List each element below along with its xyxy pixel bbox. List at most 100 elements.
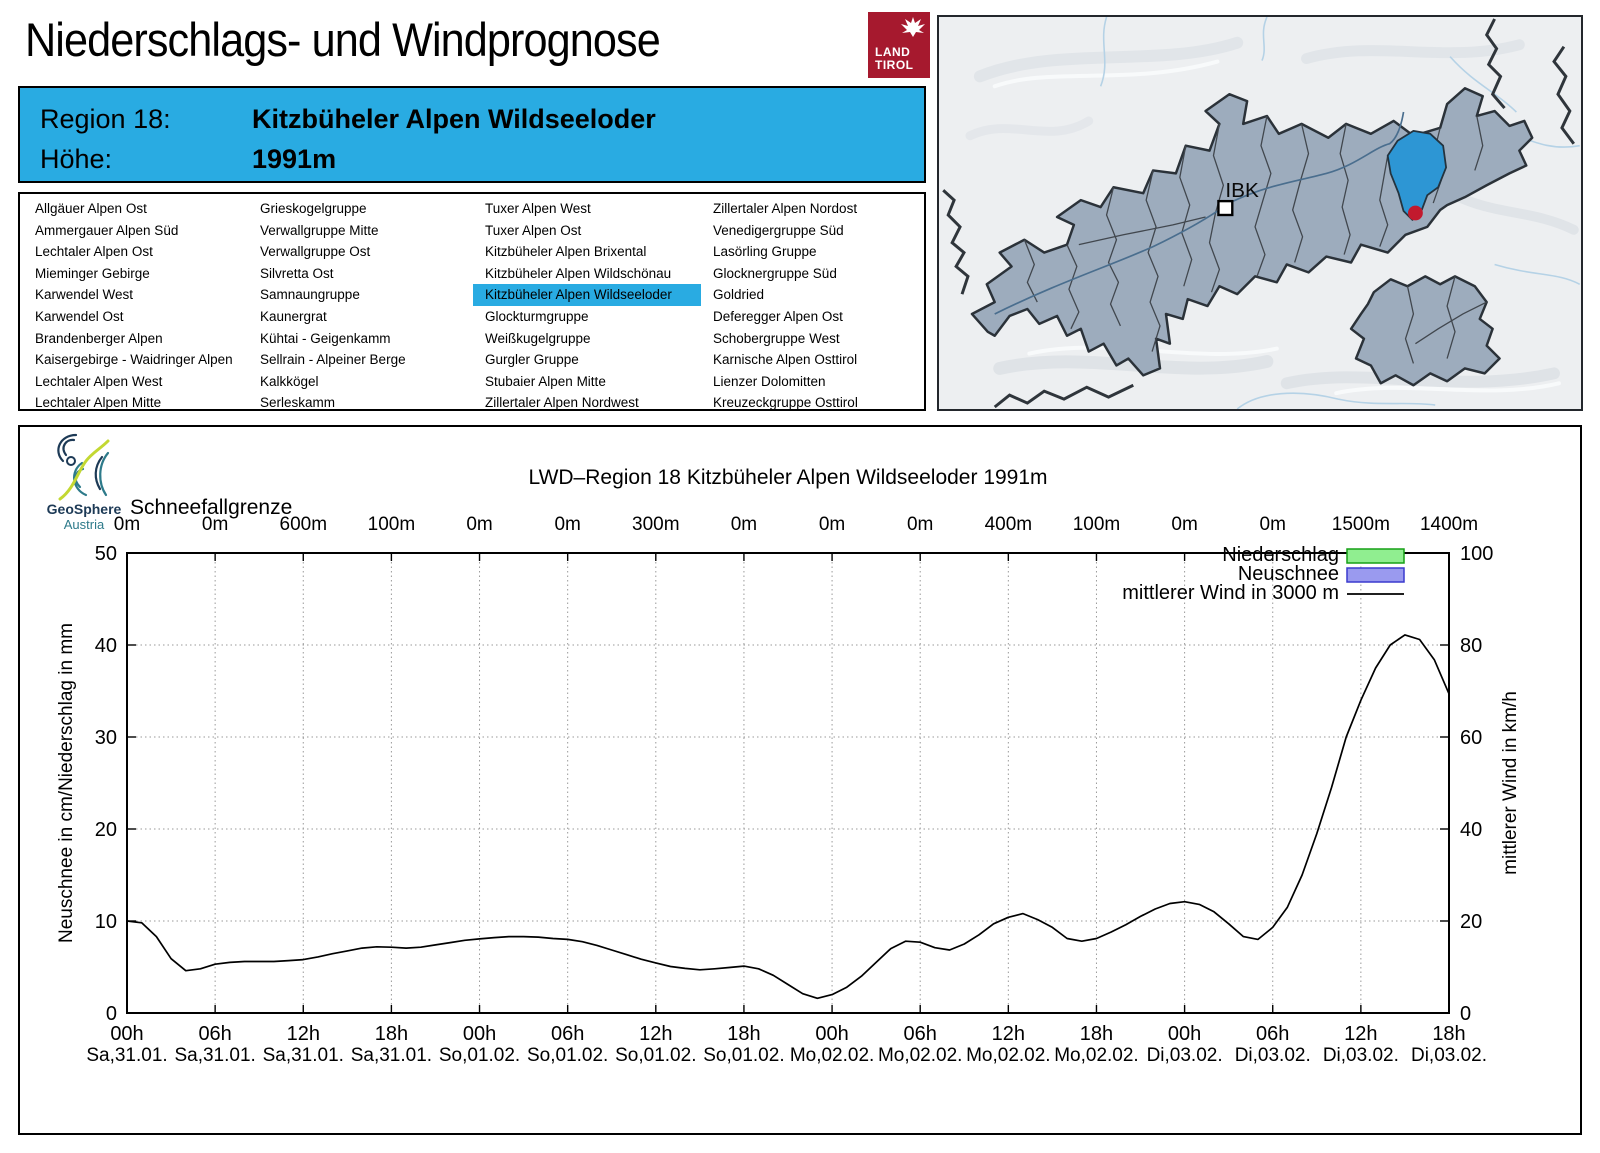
region-list-item[interactable]: Karnische Alpen Osttirol [713, 352, 858, 368]
x-tick-date-label: Sa,31.01. [351, 1045, 432, 1066]
region-list-item[interactable]: Venedigergruppe Süd [713, 222, 844, 238]
region-list-item[interactable]: Kitzbüheler Alpen Brixental [485, 244, 647, 260]
region-list-item[interactable]: Kaisergebirge - Waidringer Alpen [35, 352, 233, 368]
y-tick-left-label: 10 [95, 911, 117, 933]
region-list-item[interactable]: Allgäuer Alpen Ost [35, 201, 147, 216]
x-tick-hour-label: 06h [198, 1023, 231, 1045]
x-tick-date-label: Sa,31.01. [86, 1045, 167, 1066]
region-list-item[interactable]: Zillertaler Alpen Nordwest [485, 395, 639, 411]
tirol-region-map[interactable]: IBK [937, 15, 1583, 411]
geosphere-logo-line1: GeoSphere [47, 501, 122, 517]
snowline-value-label: 1500m [1332, 514, 1390, 535]
region-list-item[interactable]: Brandenberger Alpen [35, 330, 163, 346]
snowline-value-label: 0m [819, 514, 845, 535]
x-tick-date-label: Mo,02.02. [1054, 1045, 1139, 1066]
station-marker [1407, 205, 1423, 221]
region-list-item[interactable]: Karwendel West [35, 287, 134, 303]
region-list-item[interactable]: Glockturmgruppe [485, 308, 589, 324]
legend-swatch-niederschlag [1346, 548, 1405, 564]
region-list-item[interactable]: Kühtai - Geigenkamm [260, 330, 391, 346]
region-list-item[interactable]: Zillertaler Alpen Nordost [713, 201, 858, 216]
region-list-item[interactable]: Verwallgruppe Ost [260, 244, 371, 260]
map-region-east-tirol[interactable] [1349, 275, 1501, 387]
region-column: Tuxer Alpen West Tuxer Alpen Ost Kitzbühel… [473, 198, 701, 414]
region-list-item[interactable]: Serleskamm [260, 395, 336, 411]
x-tick-hour-label: 00h [463, 1023, 496, 1045]
y-tick-right-label: 100 [1460, 543, 1493, 565]
y-axis-label-left: Neuschnee in cm/Niederschlag in mm [56, 623, 77, 943]
region-list-item[interactable]: Lienzer Dolomitten [713, 373, 826, 389]
region-list-item[interactable]: Stubaier Alpen Mitte [485, 373, 606, 389]
x-tick-date-label: Di,03.02. [1235, 1045, 1311, 1066]
x-tick-date-label: So,01.02. [615, 1045, 696, 1066]
x-tick-date-label: Sa,31.01. [263, 1045, 344, 1066]
region-list-item[interactable]: Kreuzeckgruppe Osttirol [713, 395, 858, 411]
region-list-item[interactable]: Silvretta Ost [260, 265, 334, 281]
snowline-value-label: 600m [280, 514, 328, 535]
region-list-item[interactable]: Grieskogelgruppe [260, 201, 367, 216]
region-list-item[interactable]: Glocknergruppe Süd [713, 265, 837, 281]
region-list-item[interactable]: Ammergauer Alpen Süd [35, 222, 179, 238]
x-tick-hour-label: 12h [1344, 1023, 1377, 1045]
land-tirol-logo-text: LAND TIROL [875, 46, 914, 72]
region-column: Zillertaler Alpen Nordost Venedigergruppe… [701, 198, 923, 414]
region-column: Grieskogelgruppe Verwallgruppe Mitte Verwa… [248, 198, 473, 414]
region-list-item[interactable]: Lechtaler Alpen Ost [35, 244, 153, 260]
x-tick-hour-label: 18h [1080, 1023, 1113, 1045]
y-tick-left-label: 0 [106, 1003, 117, 1025]
region-list-item[interactable]: Tuxer Alpen West [485, 201, 591, 216]
x-tick-date-label: Di,03.02. [1411, 1045, 1487, 1066]
y-tick-right-label: 80 [1460, 635, 1482, 657]
region-list-item[interactable]: Mieminger Gebirge [35, 265, 150, 281]
altitude-label: Höhe: [40, 144, 113, 174]
x-tick-date-label: Di,03.02. [1323, 1045, 1399, 1066]
snowline-value-label: 0m [466, 514, 492, 535]
snowline-axis-label: Schneefallgrenze [130, 496, 292, 519]
region-list-item[interactable]: Kalkkögel [260, 373, 319, 389]
snowline-value-label: 400m [985, 514, 1033, 535]
map-internal-borders-east [1404, 276, 1487, 364]
snowline-value-label: 300m [632, 514, 680, 535]
ibk-label: IBK [1225, 179, 1259, 202]
y-tick-left-label: 40 [95, 635, 117, 657]
region-list-item[interactable]: Samnaungruppe [260, 287, 360, 303]
region-list-item[interactable]: Schobergruppe West [713, 330, 840, 346]
wind-series-line [126, 634, 1450, 1000]
region-list-item[interactable]: Weißkugelgruppe [485, 330, 591, 346]
region-list-item[interactable]: Verwallgruppe Mitte [260, 222, 379, 238]
y-tick-left-label: 50 [95, 543, 117, 565]
region-list-item[interactable]: Lechtaler Alpen Mitte [35, 395, 162, 411]
inn-river [994, 111, 1405, 315]
region-list-item[interactable]: Sellrain - Alpeiner Berge [260, 352, 406, 368]
x-tick-date-label: So,01.02. [439, 1045, 520, 1066]
legend-label: Neuschnee [1238, 563, 1339, 585]
x-tick-hour-label: 00h [815, 1023, 848, 1045]
x-tick-date-label: Sa,31.01. [174, 1045, 255, 1066]
land-tirol-logo: LAND TIROL [868, 12, 930, 78]
snowline-value-label: 0m [114, 514, 140, 535]
region-list-item[interactable]: Kitzbüheler Alpen Wildschönau [485, 265, 672, 281]
page-title: Niederschlags- und Windprognose [25, 13, 661, 66]
region-list-item[interactable]: Lasörling Gruppe [713, 244, 817, 260]
region-list-item[interactable]: Kaunergrat [260, 308, 327, 324]
snowline-value-label: 0m [1171, 514, 1197, 535]
y-tick-left-label: 20 [95, 819, 117, 841]
y-tick-right-label: 60 [1460, 727, 1482, 749]
region-list-item[interactable]: Karwendel Ost [35, 308, 124, 324]
x-tick-date-label: So,01.02. [703, 1045, 784, 1066]
snowline-value-label: 100m [368, 514, 416, 535]
x-tick-date-label: Di,03.02. [1147, 1045, 1223, 1066]
snowline-value-label: 0m [731, 514, 757, 535]
region-list-item[interactable]: Deferegger Alpen Ost [713, 308, 843, 324]
region-list-item[interactable]: Gurgler Gruppe [485, 352, 579, 368]
y-axis-label-right: mittlerer Wind in km/h [1500, 691, 1521, 875]
y-tick-right-label: 20 [1460, 911, 1482, 933]
region-list-item[interactable]: Lechtaler Alpen West [35, 373, 163, 389]
region-list-item-selected[interactable]: Kitzbüheler Alpen Wildseeloder [473, 284, 701, 306]
region-header: Region 18: Kitzbüheler Alpen Wildseeloder… [18, 86, 926, 183]
region-list-item[interactable]: Tuxer Alpen Ost [485, 222, 582, 238]
region-list-item[interactable]: Goldried [713, 287, 765, 303]
y-tick-right-label: 40 [1460, 819, 1482, 841]
map-region-selected[interactable] [1386, 129, 1447, 221]
snowline-value-label: 1400m [1420, 514, 1478, 535]
